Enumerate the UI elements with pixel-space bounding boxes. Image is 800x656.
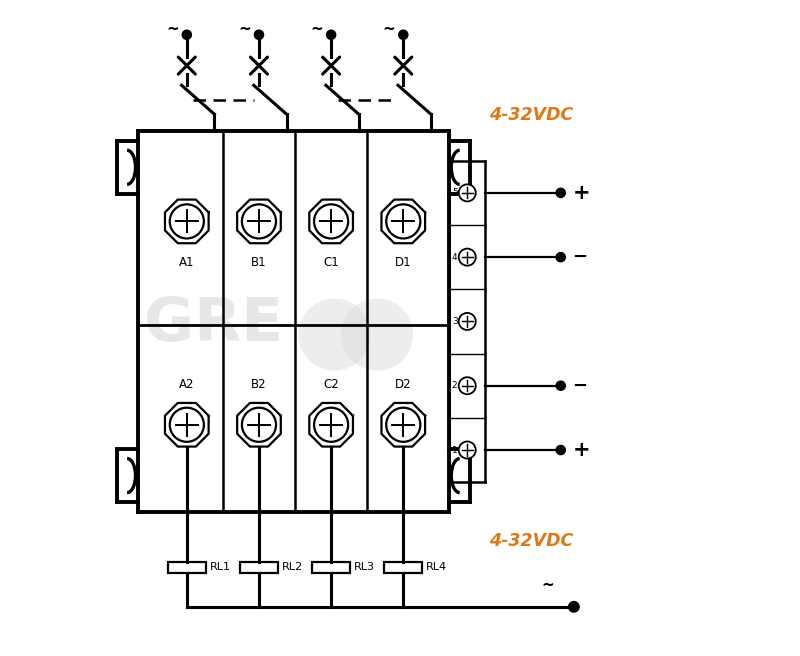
Text: 4: 4	[452, 253, 458, 262]
Circle shape	[242, 204, 276, 238]
Circle shape	[254, 30, 263, 39]
Text: C1: C1	[323, 256, 339, 268]
Circle shape	[458, 377, 476, 394]
Text: A1: A1	[179, 256, 194, 268]
Circle shape	[242, 407, 276, 442]
Text: C2: C2	[323, 378, 339, 390]
Text: −: −	[573, 377, 588, 395]
Circle shape	[458, 184, 476, 201]
Circle shape	[569, 602, 579, 612]
Bar	[312, 562, 350, 573]
Bar	[240, 562, 278, 573]
Text: ~: ~	[382, 22, 395, 37]
Circle shape	[170, 204, 204, 238]
Polygon shape	[310, 199, 353, 243]
Circle shape	[326, 30, 336, 39]
Text: ~: ~	[238, 22, 251, 37]
Polygon shape	[237, 403, 281, 447]
Circle shape	[398, 30, 408, 39]
Bar	[168, 562, 206, 573]
Text: 3: 3	[452, 317, 458, 326]
Text: D2: D2	[395, 378, 411, 390]
Text: 4-32VDC: 4-32VDC	[489, 106, 573, 124]
Text: RL2: RL2	[282, 562, 303, 573]
Polygon shape	[237, 199, 281, 243]
Circle shape	[170, 407, 204, 442]
Text: RL1: RL1	[210, 562, 230, 573]
Polygon shape	[382, 199, 425, 243]
Polygon shape	[310, 403, 353, 447]
Polygon shape	[382, 403, 425, 447]
Circle shape	[458, 313, 476, 330]
Text: A2: A2	[179, 378, 194, 390]
Text: ~: ~	[310, 22, 323, 37]
Circle shape	[556, 381, 566, 390]
Text: RL4: RL4	[426, 562, 447, 573]
Text: 2: 2	[452, 381, 458, 390]
Circle shape	[458, 249, 476, 266]
Text: +: +	[573, 440, 590, 460]
Text: 1: 1	[452, 445, 458, 455]
Circle shape	[298, 298, 370, 371]
Text: ~: ~	[166, 22, 178, 37]
Circle shape	[556, 188, 566, 197]
Circle shape	[386, 204, 420, 238]
Circle shape	[314, 204, 348, 238]
Polygon shape	[165, 403, 209, 447]
Text: GRE: GRE	[143, 295, 282, 354]
Text: 5: 5	[452, 188, 458, 197]
Polygon shape	[165, 199, 209, 243]
Text: ~: ~	[541, 578, 554, 592]
Bar	[384, 562, 422, 573]
Circle shape	[556, 445, 566, 455]
Circle shape	[386, 407, 420, 442]
Text: B1: B1	[251, 256, 266, 268]
Text: −: −	[573, 248, 588, 266]
Circle shape	[458, 441, 476, 459]
Text: B2: B2	[251, 378, 266, 390]
Text: RL3: RL3	[354, 562, 375, 573]
Text: D1: D1	[395, 256, 411, 268]
Circle shape	[556, 253, 566, 262]
Text: +: +	[573, 183, 590, 203]
Text: 4-32VDC: 4-32VDC	[489, 532, 573, 550]
Circle shape	[341, 298, 413, 371]
Circle shape	[314, 407, 348, 442]
Circle shape	[182, 30, 191, 39]
